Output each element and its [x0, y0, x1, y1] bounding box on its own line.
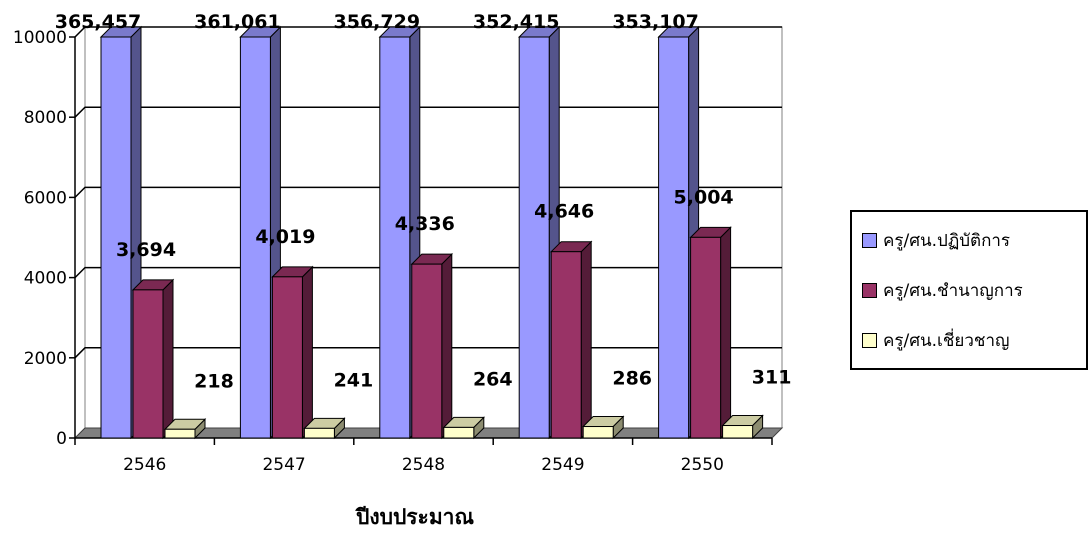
bar-side [441, 252, 453, 440]
data-label: 218 [194, 370, 234, 392]
y-tick-label: 2000 [24, 349, 67, 369]
bar [411, 263, 443, 439]
data-label: 4,336 [395, 213, 455, 235]
legend-label: ครู/ศน.เชี่ยวชาญ [883, 330, 1010, 351]
legend-label: ครู/ศน.ปฏิบัติการ [883, 230, 1011, 251]
bar [658, 36, 690, 439]
chart-legend: ครู/ศน.ปฏิบัติการ ครู/ศน.ชำนาญการ ครู/ศน… [850, 210, 1088, 370]
x-axis-title: ปีงบประมาณ [354, 505, 474, 529]
bar [379, 36, 411, 439]
bar [239, 36, 271, 439]
bar [132, 289, 164, 439]
data-label: 365,457 [55, 11, 142, 33]
bar [303, 427, 335, 439]
y-tick-label: 4000 [24, 269, 67, 289]
data-label: 5,004 [674, 186, 734, 208]
bar-side [162, 278, 174, 440]
bar [100, 36, 132, 439]
x-tick-label: 2548 [402, 455, 445, 475]
data-label: 353,107 [612, 11, 699, 33]
legend-item: ครู/ศน.เชี่ยวชาญ [862, 329, 1009, 351]
bar [164, 428, 196, 439]
data-label: 241 [334, 369, 374, 391]
bar-side [720, 226, 732, 440]
data-label: 264 [473, 368, 513, 390]
bar [550, 251, 582, 439]
data-label: 3,694 [116, 239, 176, 261]
data-label: 361,061 [194, 11, 281, 33]
plot-side-wall [74, 25, 86, 440]
x-tick-label: 2547 [262, 455, 305, 475]
bar [722, 425, 754, 439]
y-tick-label: 0 [56, 429, 67, 449]
bar [690, 236, 722, 439]
data-label: 311 [752, 367, 792, 389]
y-tick-label: 10000 [13, 28, 67, 48]
legend-swatch [862, 332, 877, 348]
bar [518, 36, 550, 439]
data-label: 4,646 [534, 201, 594, 223]
bar [443, 426, 475, 439]
data-label: 286 [612, 368, 652, 390]
legend-item: ครู/ศน.ชำนาญการ [862, 279, 1023, 301]
bar-side [580, 240, 592, 440]
y-tick-label: 6000 [24, 188, 67, 208]
legend-label: ครู/ศน.ชำนาญการ [883, 280, 1023, 301]
bar [271, 276, 303, 439]
legend-swatch [862, 282, 877, 298]
legend-item: ครู/ศน.ปฏิบัติการ [862, 229, 1010, 251]
data-label: 4,019 [255, 226, 315, 248]
y-tick-label: 8000 [24, 108, 67, 128]
x-tick-label: 2550 [681, 455, 724, 475]
legend-swatch [862, 232, 877, 248]
bar [582, 426, 614, 439]
data-label: 356,729 [334, 11, 421, 33]
x-tick-label: 2546 [123, 455, 166, 475]
x-tick-label: 2549 [541, 455, 584, 475]
data-label: 352,415 [473, 11, 560, 33]
bar-side [301, 265, 313, 440]
